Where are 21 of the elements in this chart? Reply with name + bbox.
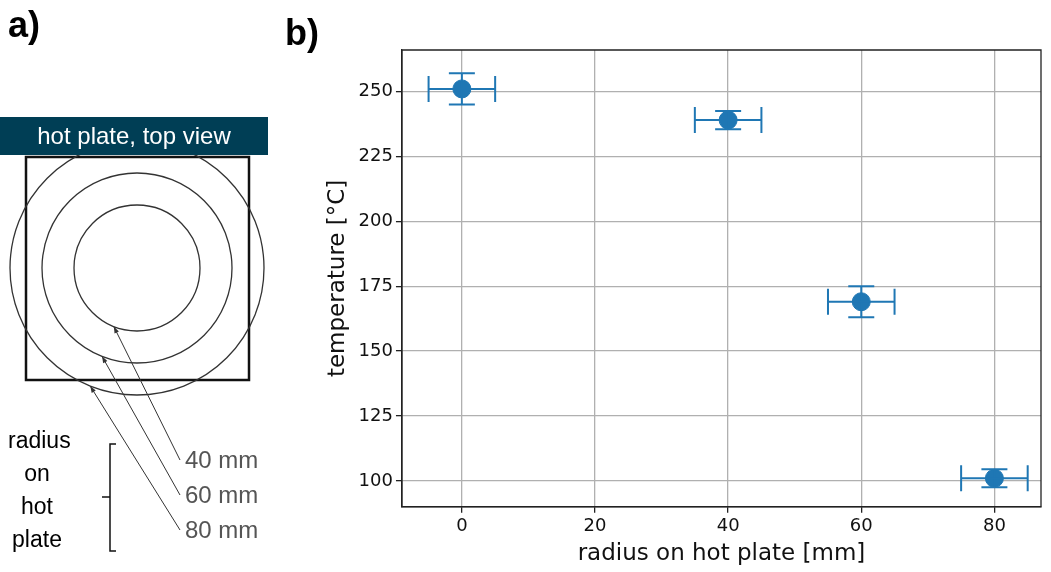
y-tick-label: 150 [358, 338, 393, 360]
y-axis-title: temperature [°C] [322, 179, 349, 378]
y-tick-label: 200 [358, 208, 393, 230]
y-tick-label: 225 [358, 144, 393, 166]
x-tick-label: 60 [849, 514, 873, 536]
text: 80 mm [185, 516, 259, 544]
x-tick-label: 80 [982, 514, 1006, 536]
text: 40 mm [185, 446, 259, 474]
x-axis-title: radius on hot plate [mm] [577, 539, 866, 566]
text: a) [8, 4, 41, 46]
text: radius on hot plate [8, 426, 71, 554]
text: b) [285, 12, 319, 54]
text: 60 mm [185, 481, 259, 509]
text: hot plate, top view [0, 117, 268, 155]
y-tick-label: 100 [358, 468, 393, 490]
x-tick-label: 20 [583, 514, 607, 536]
x-tick-label: 0 [456, 514, 468, 536]
y-tick-label: 125 [358, 403, 393, 425]
y-tick-label: 250 [358, 79, 393, 101]
x-tick-label: 40 [716, 514, 740, 536]
y-tick-label: 175 [358, 273, 393, 295]
